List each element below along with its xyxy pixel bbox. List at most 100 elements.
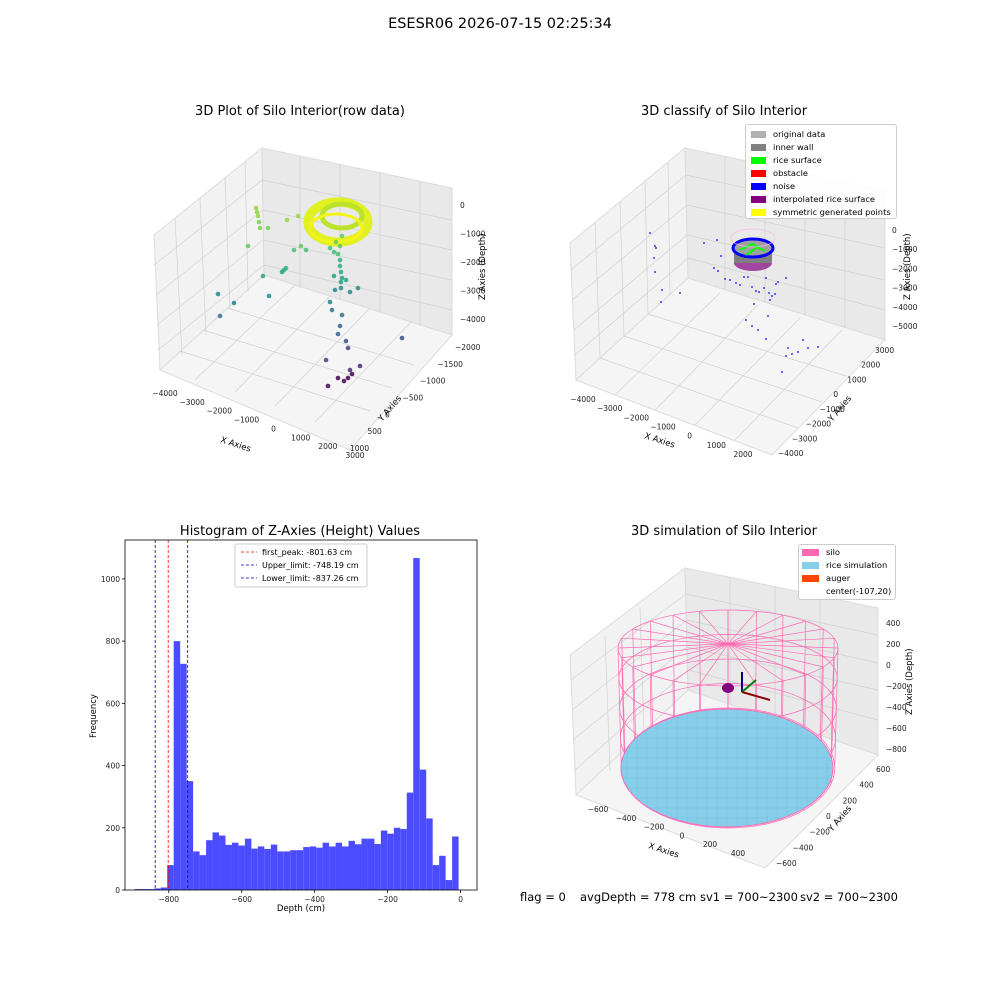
- raw-point: [327, 245, 333, 251]
- silo-roof-line: [727, 643, 757, 685]
- raw-point: [298, 243, 304, 249]
- noise-point: [649, 232, 651, 234]
- p2-z-tick: −5000: [892, 322, 918, 331]
- silo-roof-line: [727, 620, 806, 645]
- p1-x-tick: −2000: [207, 407, 233, 416]
- p2-z-tick: −2000: [892, 264, 918, 273]
- raw-point: [345, 375, 351, 381]
- raw-point: [335, 251, 341, 257]
- hist-y-tick: 600: [106, 699, 121, 708]
- raw-point: [338, 269, 344, 275]
- raw-point: [284, 217, 290, 223]
- p2-x-tick: 2000: [733, 450, 752, 459]
- hist-bar: [147, 889, 155, 890]
- hist-bar: [186, 781, 194, 890]
- hist-bar: [354, 844, 362, 890]
- legend-item: noise: [751, 180, 795, 192]
- legend-swatch: [751, 143, 766, 151]
- noise-point: [787, 347, 789, 349]
- raw-point: [256, 219, 262, 225]
- noise-point: [654, 271, 656, 273]
- p2-y-tick: −1000: [820, 405, 846, 414]
- p1-z-tick: −2000: [460, 258, 486, 267]
- p2-y-tick: −3000: [792, 434, 818, 443]
- p2-z-tick: −3000: [892, 284, 918, 293]
- p4-z-tick: 400: [886, 619, 901, 628]
- hist-bar: [134, 889, 142, 890]
- raw-point: [355, 285, 361, 291]
- silo-roof-line: [727, 643, 839, 649]
- noise-point: [745, 319, 747, 321]
- legend-item: silo: [802, 546, 840, 558]
- p2-z-tick: −4000: [892, 303, 918, 312]
- raw-point: [245, 243, 251, 249]
- hist-xlabel: Depth (cm): [277, 904, 325, 914]
- p2-x-tick: −2000: [624, 413, 650, 422]
- hist-bar: [322, 842, 330, 890]
- hist-bar: [154, 888, 161, 890]
- raw-point: [341, 378, 347, 384]
- noise-point: [661, 289, 663, 291]
- panel4-title: 3D simulation of Silo Interior: [631, 524, 817, 539]
- raw-point: [337, 323, 343, 329]
- noise-point: [807, 347, 809, 349]
- p4-z-tick: 0: [886, 661, 891, 670]
- hist-bar: [264, 848, 271, 890]
- p4-z-tick: −800: [886, 745, 907, 754]
- raw-point: [329, 307, 335, 313]
- legend-label: center(-107,20): [826, 586, 892, 596]
- hist-bar: [387, 833, 394, 890]
- p1-y-tick: −1500: [438, 360, 464, 369]
- p1-z-tick: 0: [460, 201, 465, 210]
- hist-bar: [413, 558, 420, 890]
- hist-bar: [212, 832, 220, 890]
- hist-bar: [452, 836, 459, 890]
- raw-point: [343, 338, 349, 344]
- raw-point: [349, 371, 355, 377]
- legend-swatch: [802, 561, 819, 569]
- hist-bar: [316, 847, 323, 890]
- hist-bar: [445, 880, 453, 890]
- p1-z-tick: −4000: [460, 315, 486, 324]
- silo-roof-line: [727, 637, 835, 645]
- legend-swatch: [802, 548, 819, 556]
- hist-x-tick: −400: [304, 895, 325, 904]
- p2-y-tick: −4000: [778, 449, 804, 458]
- p4-x-tick: 200: [703, 840, 718, 849]
- raw-point: [335, 375, 341, 381]
- p4-y-tick: 200: [843, 796, 858, 805]
- hist-bar: [231, 842, 239, 890]
- panel1-title: 3D Plot of Silo Interior(row data): [195, 104, 405, 119]
- legend-swatch: [802, 574, 819, 582]
- raw-point: [339, 275, 345, 281]
- noise-point: [703, 242, 705, 244]
- hist-bar: [380, 830, 388, 890]
- raw-point: [335, 331, 341, 337]
- noise-point: [767, 315, 769, 317]
- p2-x-tick: −4000: [570, 395, 596, 404]
- rice-simulation-surface: [620, 708, 834, 828]
- hist-bar: [361, 838, 368, 890]
- noise-point: [802, 339, 804, 341]
- p2-y-tick: 1000: [847, 375, 866, 384]
- raw-point: [327, 299, 333, 305]
- silo-roof-line: [699, 643, 729, 685]
- p2-x-tick: 1000: [707, 441, 726, 450]
- noise-point: [751, 286, 753, 288]
- legend-item: rice simulation: [802, 559, 887, 571]
- noise-point: [775, 283, 777, 285]
- raw-point: [266, 293, 272, 299]
- silo-wireframe: [617, 609, 839, 829]
- depth-histogram: −800 −600 −400 −200 0 0 200 400 600 800 1000 Dept…: [89, 539, 478, 914]
- p4-x-tick: 0: [680, 831, 685, 840]
- hist-bar: [167, 865, 174, 890]
- noise-point: [785, 355, 787, 357]
- hist-bar: [244, 838, 252, 890]
- silo-roof-line: [727, 628, 824, 645]
- raw-point: [337, 257, 343, 263]
- legend-label: symmetric generated points: [773, 207, 891, 217]
- p2-xlabel: X Axies: [643, 431, 676, 450]
- hist-bar: [251, 848, 258, 890]
